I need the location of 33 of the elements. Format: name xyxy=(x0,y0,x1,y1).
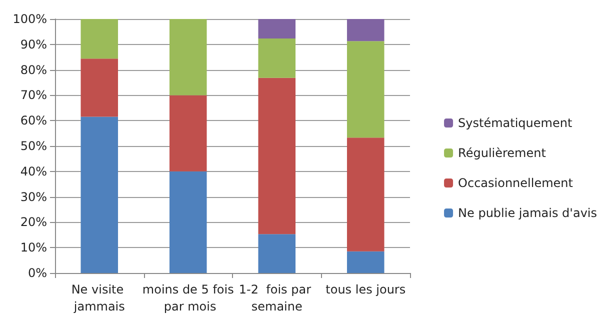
x-tick-label: tous les jours xyxy=(326,282,406,296)
y-tick-label: 100% xyxy=(12,12,47,26)
y-tick-label: 70% xyxy=(20,88,47,102)
bar xyxy=(80,58,118,117)
y-tick-label: 90% xyxy=(20,37,47,52)
y-tick-label: 80% xyxy=(20,62,47,77)
legend-label: Systématiquement xyxy=(458,116,572,130)
bar xyxy=(169,19,207,96)
y-tick-label: 60% xyxy=(20,114,47,128)
x-tick-label: moins de 5 fois par mois xyxy=(142,282,234,314)
y-tick-label: 40% xyxy=(20,164,47,178)
bar xyxy=(346,41,384,138)
y-tick-label: 30% xyxy=(20,190,47,204)
bar xyxy=(169,171,207,273)
bar xyxy=(80,116,118,273)
bar xyxy=(258,38,296,78)
legend-label: Régulièrement xyxy=(458,146,546,160)
bar xyxy=(80,19,118,59)
bar xyxy=(258,19,296,39)
y-tick-label: 50% xyxy=(20,139,47,153)
bar xyxy=(346,138,384,252)
bar xyxy=(169,95,207,172)
bar xyxy=(346,251,384,273)
bar xyxy=(258,78,296,234)
y-tick-label: 10% xyxy=(20,240,47,255)
x-tick-label: Ne visite jammais xyxy=(71,282,128,314)
y-tick-label: 20% xyxy=(20,215,47,230)
legend-label: Occasionnellement xyxy=(458,176,574,190)
bar xyxy=(346,19,384,42)
bar xyxy=(258,234,296,273)
x-tick-label: 1-2 fois par semaine xyxy=(238,282,315,314)
legend-label: Ne publie jamais d'avis xyxy=(458,206,597,220)
y-tick-label: 0% xyxy=(28,266,47,280)
